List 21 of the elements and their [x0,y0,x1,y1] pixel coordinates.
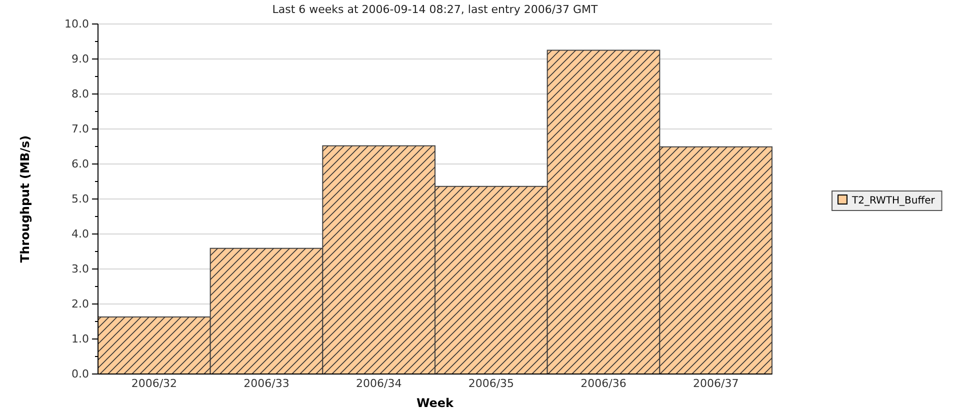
chart-title: Last 6 weeks at 2006-09-14 08:27, last entry 2006/37 GMT [272,3,598,16]
legend-label: T2_RWTH_Buffer [851,196,936,206]
y-tick-label: 10.0 [64,18,89,31]
x-tick-label: 2006/33 [244,376,290,390]
x-tick-label: 2006/35 [468,376,514,390]
x-axis-title: Week [416,396,455,410]
x-tick-label: 2006/34 [356,376,402,390]
x-tick-label: 2006/37 [692,376,739,390]
y-axis-title: Throughput (MB/s) [18,135,32,263]
x-tick-label: 2006/36 [580,376,626,390]
y-tick-label: 3.0 [72,262,89,276]
y-tick-label: 6.0 [72,158,89,171]
y-tick-label: 7.0 [72,122,89,136]
y-tick-label: 5.0 [72,192,89,206]
x-tick-label: 2006/32 [131,376,178,390]
y-tick-label: 9.0 [72,52,89,66]
y-tick-label: 8.0 [72,88,89,101]
y-tick-label: 2.0 [72,298,89,311]
y-tick-label: 1.0 [72,332,89,346]
y-tick-label: 0.0 [72,368,89,381]
y-tick-label: 4.0 [72,228,89,241]
